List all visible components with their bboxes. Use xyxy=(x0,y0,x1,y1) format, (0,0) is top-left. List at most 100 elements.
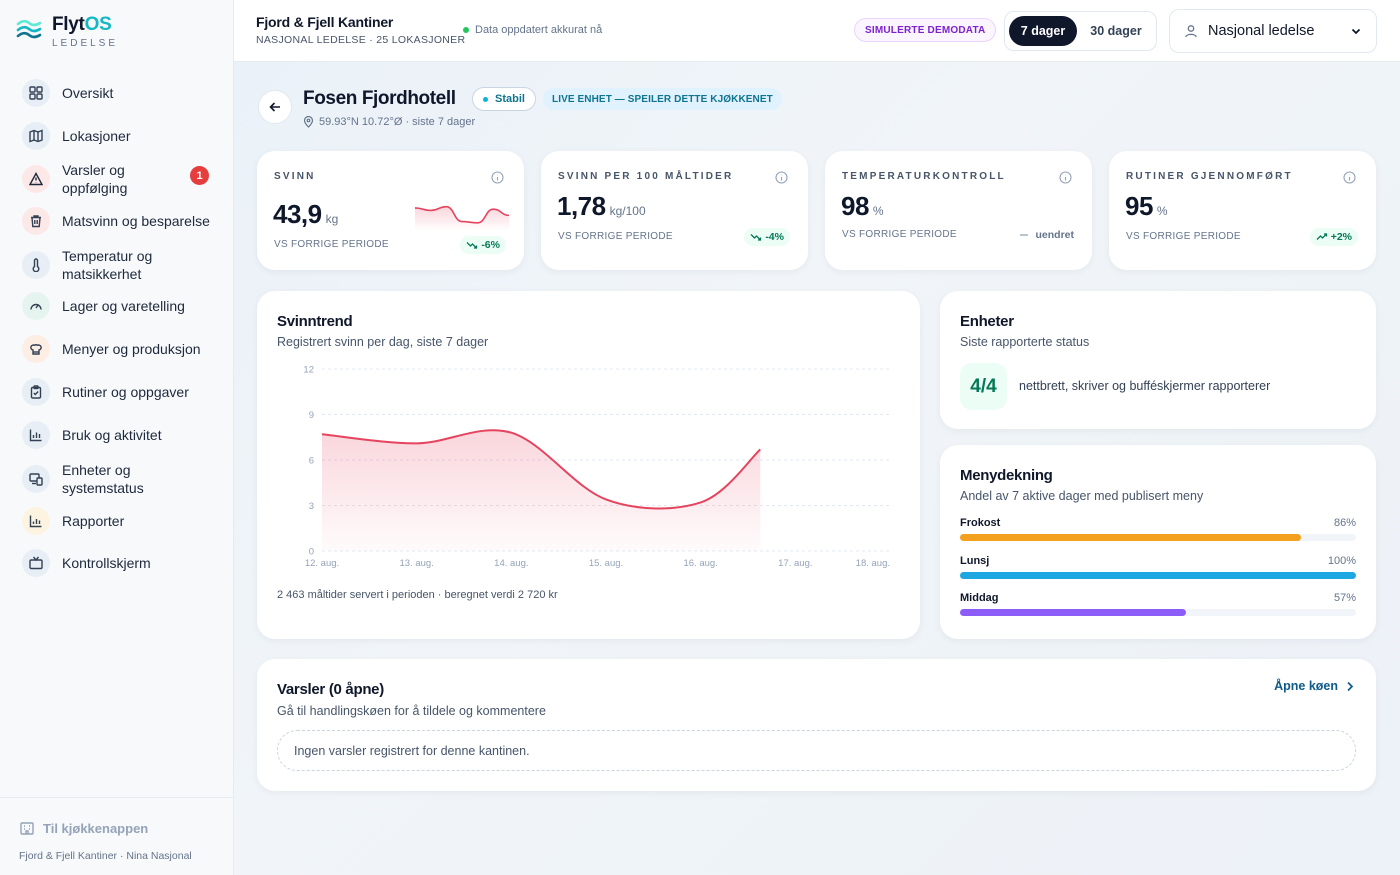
sidebar-item-label: Enheter og systemstatus xyxy=(62,461,144,496)
sidebar-item-bruk[interactable]: Bruk og aktivitet xyxy=(22,421,222,449)
series-area xyxy=(322,430,761,551)
alert-count-badge: 1 xyxy=(190,166,209,185)
y-tick-label: 0 xyxy=(309,547,314,558)
coverage-fill xyxy=(960,572,1356,579)
svinntrend-chart: 0 3 6 9 12 12. aug. 13. aug. 14. aug. 15. aug. 16… xyxy=(303,365,890,569)
open-queue-link[interactable]: Åpne køen xyxy=(1274,679,1354,693)
y-tick-label: 6 xyxy=(309,456,314,467)
sidebar-item-label: Kontrollskjerm xyxy=(62,555,151,571)
sidebar-item-enheter[interactable]: Enheter og systemstatus xyxy=(22,460,222,497)
clipboard-icon xyxy=(22,378,50,406)
sidebar-item-varsler[interactable]: Varsler og oppfølging 1 xyxy=(22,160,222,197)
sidebar-item-rutiner[interactable]: Rutiner og oppgaver xyxy=(22,378,222,406)
chef-hat-icon xyxy=(22,335,50,363)
grid-icon xyxy=(22,79,50,107)
alerts-subtitle: Gå til handlingskøen for å tildele og ko… xyxy=(277,704,546,718)
kpi-compare-label: VS FORRIGE PERIODE xyxy=(842,229,957,240)
trash-icon xyxy=(22,207,50,235)
back-button[interactable] xyxy=(258,90,292,124)
sidebar-item-oversikt[interactable]: Oversikt xyxy=(22,79,222,107)
coverage-track xyxy=(960,534,1356,541)
sidebar-item-label: Menyer og produksjon xyxy=(62,341,201,357)
info-icon[interactable] xyxy=(1059,171,1072,184)
kpi-delta-badge: -6% xyxy=(460,236,506,254)
sidebar-footer: Til kjøkkenappen Fjord & Fjell Kantiner … xyxy=(0,797,233,875)
kpi-compare-label: VS FORRIGE PERIODE xyxy=(274,239,389,250)
sidebar-item-label: Bruk og aktivitet xyxy=(62,427,162,443)
role-select[interactable]: Nasjonal ledelse xyxy=(1169,9,1377,53)
sidebar-item-temperatur[interactable]: Temperatur og matsikkerhet xyxy=(22,246,222,283)
sidebar-item-lager[interactable]: Lager og varetelling xyxy=(22,292,222,320)
sidebar-item-rapporter[interactable]: Rapporter xyxy=(22,507,222,535)
x-tick-label: 18. aug. xyxy=(856,558,890,569)
info-icon[interactable] xyxy=(1343,171,1356,184)
period-30-days-button[interactable]: 30 dager xyxy=(1090,24,1142,38)
kpi-card-rutiner: RUTINER GJENNOMFØRT 95% VS FORRIGE PERIO… xyxy=(1109,151,1376,270)
x-tick-label: 16. aug. xyxy=(683,558,717,569)
info-icon[interactable] xyxy=(491,171,504,184)
coverage-label: Middag xyxy=(960,592,999,604)
arrow-left-icon xyxy=(269,102,280,112)
kitchen-app-link[interactable]: Til kjøkkenappen xyxy=(19,820,148,836)
thermometer-icon xyxy=(22,250,50,279)
update-status-text: Data oppdatert akkurat nå xyxy=(475,24,603,36)
unit-description: nettbrett, skriver og bufféskjermer rapp… xyxy=(1019,379,1271,393)
y-tick-label: 3 xyxy=(309,501,314,512)
kpi-compare-label: VS FORRIGE PERIODE xyxy=(1126,231,1241,242)
sidebar-item-kontrollskjerm[interactable]: Kontrollskjerm xyxy=(22,549,222,577)
sidebar-item-label: Varsler og oppfølging xyxy=(62,161,128,196)
sidebar-item-menyer[interactable]: Menyer og produksjon xyxy=(22,335,222,363)
unit-count: 4/4 xyxy=(960,363,1007,410)
pin-icon xyxy=(303,116,314,128)
brand-subtitle: LEDELSE xyxy=(52,38,119,49)
period-toggle: 7 dager 30 dager xyxy=(1004,11,1157,51)
menu-coverage-title: Menydekning xyxy=(960,467,1053,484)
trend-down-icon xyxy=(466,242,478,249)
units-subtitle: Siste rapporterte status xyxy=(960,335,1090,349)
dash-icon xyxy=(1020,234,1029,236)
series-line xyxy=(321,429,761,510)
sidebar-item-label: Rapporter xyxy=(62,513,125,529)
sidebar-item-label: Lokasjoner xyxy=(62,128,131,144)
alerts-card: Varsler (0 åpne) Gå til handlingskøen fo… xyxy=(257,659,1376,791)
kpi-delta-badge: uendret xyxy=(1013,226,1080,244)
brand-logo[interactable]: FlytOS LEDELSE xyxy=(16,14,118,49)
coverage-label: Lunsj xyxy=(960,555,990,567)
kpi-value: 95% xyxy=(1125,191,1168,221)
units-title: Enheter xyxy=(960,313,1014,330)
building-icon xyxy=(20,822,34,835)
update-status: Data oppdatert akkurat nå xyxy=(463,24,602,36)
period-7-days-button[interactable]: 7 dager xyxy=(1009,16,1077,46)
coverage-percent: 57% xyxy=(1333,592,1356,604)
sidebar-item-matsvinn[interactable]: Matsvinn og besparelse xyxy=(22,207,222,235)
chart-title: Svinntrend xyxy=(277,313,353,330)
trend-up-icon xyxy=(1316,233,1327,240)
coverage-percent: 100% xyxy=(1327,555,1356,567)
main-content: Fosen Fjordhotell Stabil LIVE ENHET — SP… xyxy=(234,62,1400,875)
sidebar-item-lokasjoner[interactable]: Lokasjoner xyxy=(22,122,222,150)
user-icon xyxy=(1185,25,1197,38)
org-name: Fjord & Fjell Kantiner xyxy=(256,14,394,30)
kpi-card-temperatur: TEMPERATURKONTROLL 98% VS FORRIGE PERIOD… xyxy=(825,151,1092,270)
y-tick-label: 12 xyxy=(303,365,314,376)
kpi-value: 98% xyxy=(841,191,884,221)
map-icon xyxy=(22,122,50,150)
topbar: Fjord & Fjell Kantiner NASJONAL LEDELSE … xyxy=(234,0,1400,62)
role-select-value: Nasjonal ledelse xyxy=(1208,23,1315,39)
coverage-track xyxy=(960,609,1356,616)
status-dot-icon xyxy=(483,96,488,102)
tv-icon xyxy=(22,549,50,577)
x-tick-label: 15. aug. xyxy=(589,558,623,569)
x-tick-label: 12. aug. xyxy=(305,558,339,569)
x-tick-label: 17. aug. xyxy=(778,558,812,569)
sidebar-item-label: Oversikt xyxy=(62,85,114,101)
info-icon[interactable] xyxy=(775,171,788,184)
coverage-percent: 86% xyxy=(1333,517,1356,529)
demo-data-badge: SIMULERTE DEMODATA xyxy=(854,18,997,42)
chevron-right-icon xyxy=(1347,681,1354,691)
page-title: Fosen Fjordhotell xyxy=(303,88,456,109)
x-tick-label: 13. aug. xyxy=(399,558,433,569)
menu-coverage-subtitle: Andel av 7 aktive dager med publisert me… xyxy=(960,489,1204,503)
sidebar: FlytOS LEDELSE Oversikt Lokasjoner Varsl… xyxy=(0,0,234,875)
kpi-label: SVINN xyxy=(274,171,316,182)
